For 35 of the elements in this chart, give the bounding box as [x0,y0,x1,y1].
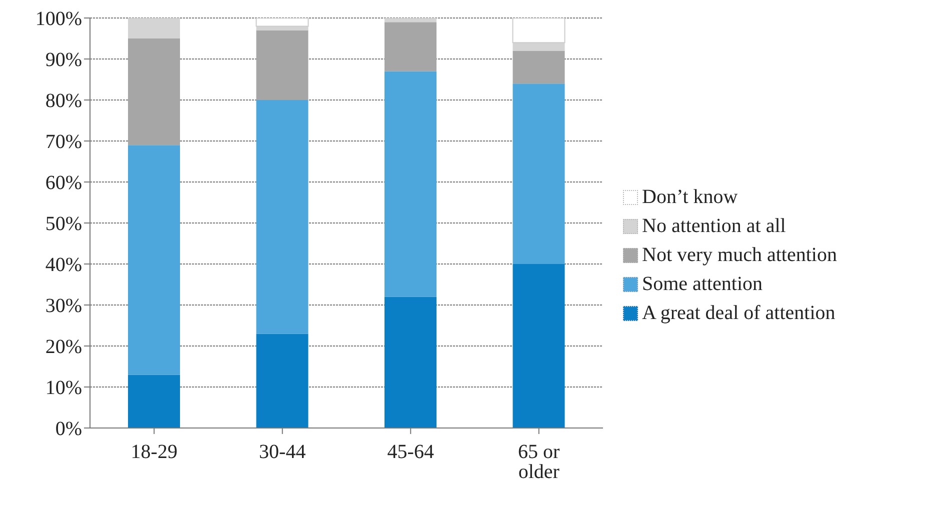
bar [256,18,309,27]
bar [256,30,308,100]
y-tick-label: 10% [45,377,82,400]
y-tick-label: 90% [45,49,82,72]
text: Don’t know [642,186,738,209]
bar [128,145,180,375]
x-tick-label: 30-44 [259,441,306,464]
y-tick-label: 20% [45,336,82,358]
y-tick-label: 70% [45,131,82,154]
y-tick-label: 30% [45,295,82,318]
legend-label: No attention at all [642,215,786,238]
legend-label: A great deal of attention [642,302,836,325]
y-tick-label: 50% [45,213,82,236]
bar [384,22,436,72]
bar [256,100,308,334]
x-tick-label: 65 or older [518,441,560,484]
x-tick-label: 45-64 [387,441,434,464]
bar [512,264,565,428]
x-tick-label: 18-29 [130,441,178,464]
bar [128,374,180,428]
bar [256,334,308,428]
bar [384,296,436,428]
y-tick-label: 100% [35,8,82,30]
bar [128,18,180,38]
legend-label: Some attention [642,273,763,296]
bar [384,18,436,22]
y-tick-label: 60% [45,172,82,194]
bar [512,50,565,84]
y-tick-label: 80% [45,90,82,112]
bar [384,71,436,297]
y-tick-label: 40% [45,254,82,276]
y-tick-label: 0% [55,418,82,440]
legend-label: Not very much attention [642,244,837,267]
bar [512,84,565,264]
bar [128,38,180,146]
